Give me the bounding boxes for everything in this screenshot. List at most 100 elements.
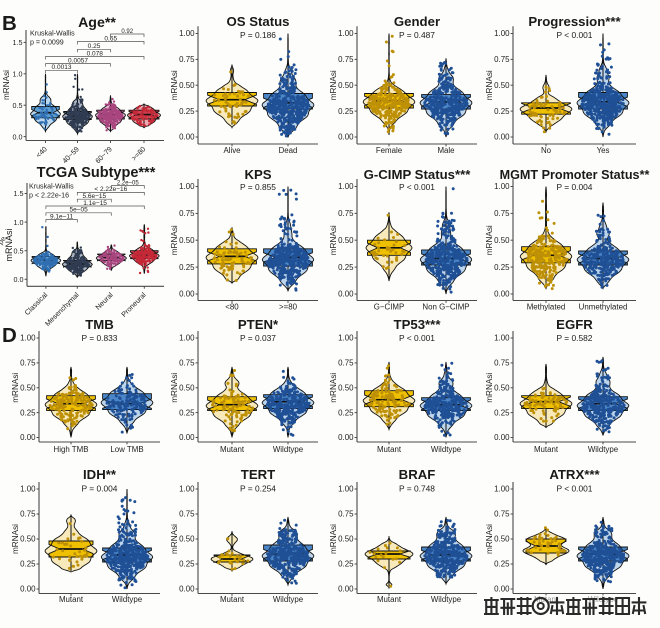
svg-text:mRNAsi: mRNAsi <box>170 70 179 100</box>
svg-text:mRNAsi: mRNAsi <box>485 225 494 255</box>
svg-text:Wildtype: Wildtype <box>431 445 462 454</box>
svg-text:5.6e−15: 5.6e−15 <box>82 193 106 200</box>
svg-text:0.25: 0.25 <box>179 107 195 116</box>
svg-text:1.00: 1.00 <box>338 485 354 494</box>
svg-text:mRNAsi: mRNAsi <box>485 524 494 554</box>
svg-text:Wildtype: Wildtype <box>431 595 462 604</box>
svg-text:0.00: 0.00 <box>494 133 510 142</box>
svg-text:0.75: 0.75 <box>338 55 354 64</box>
svg-text:Wildtype: Wildtype <box>273 445 304 454</box>
svg-text:0.50: 0.50 <box>494 81 510 90</box>
svg-text:Alive: Alive <box>223 146 241 155</box>
svg-text:< 2.22e−16: < 2.22e−16 <box>94 186 127 193</box>
svg-text:Low TMB: Low TMB <box>110 445 143 454</box>
svg-text:0.50: 0.50 <box>338 81 354 90</box>
svg-text:Mutant: Mutant <box>220 445 245 454</box>
svg-text:0.5: 0.5 <box>13 101 23 110</box>
svg-text:pe: pe <box>0 234 8 246</box>
svg-text:P = 0.487: P = 0.487 <box>399 30 435 40</box>
svg-text:Wildtype: Wildtype <box>273 595 304 604</box>
svg-text:mRNAsi: mRNAsi <box>329 225 338 255</box>
svg-text:P < 0.001: P < 0.001 <box>557 484 593 494</box>
svg-text:0.0: 0.0 <box>14 275 24 284</box>
svg-text:P = 0.037: P = 0.037 <box>240 333 276 343</box>
svg-text:P = 0.254: P = 0.254 <box>240 484 276 494</box>
svg-text:mRNAsi: mRNAsi <box>329 524 338 554</box>
svg-text:Kruskal-Wallis: Kruskal-Wallis <box>29 183 74 191</box>
svg-text:Age**: Age** <box>78 15 116 31</box>
svg-text:High TMB: High TMB <box>54 445 89 454</box>
svg-text:0.75: 0.75 <box>179 510 195 519</box>
svg-text:0.00: 0.00 <box>179 290 195 299</box>
svg-text:P < 0.001: P < 0.001 <box>399 333 435 343</box>
svg-text:D: D <box>2 324 17 347</box>
svg-text:P < 0.001: P < 0.001 <box>399 182 435 192</box>
svg-text:mRNAsi: mRNAsi <box>170 373 179 403</box>
svg-text:<80: <80 <box>225 303 239 312</box>
svg-text:TERT: TERT <box>241 467 275 482</box>
svg-text:0.50: 0.50 <box>20 383 36 392</box>
svg-text:1.5: 1.5 <box>14 189 24 198</box>
svg-text:Gender: Gender <box>394 14 440 29</box>
svg-text:G−CIMP: G−CIMP <box>374 303 404 312</box>
svg-text:1.00: 1.00 <box>179 485 195 494</box>
svg-text:Male: Male <box>437 146 455 155</box>
svg-text:0.50: 0.50 <box>494 383 510 392</box>
svg-text:0.65: 0.65 <box>104 35 117 42</box>
svg-text:0.75: 0.75 <box>179 359 195 368</box>
svg-text:0.50: 0.50 <box>494 236 510 245</box>
svg-text:0.75: 0.75 <box>179 209 195 218</box>
svg-text:1.00: 1.00 <box>20 485 36 494</box>
svg-text:0.75: 0.75 <box>494 510 510 519</box>
svg-text:0.50: 0.50 <box>179 236 195 245</box>
svg-text:ATRX***: ATRX*** <box>549 467 600 482</box>
svg-text:1.00: 1.00 <box>179 29 195 38</box>
svg-text:0.75: 0.75 <box>20 359 36 368</box>
svg-text:1.00: 1.00 <box>494 182 510 191</box>
svg-text:1.0: 1.0 <box>13 70 23 79</box>
svg-text:0.25: 0.25 <box>338 408 354 417</box>
svg-text:5e−05: 5e−05 <box>69 207 88 214</box>
svg-text:0.00: 0.00 <box>179 133 195 142</box>
svg-text:1.00: 1.00 <box>494 485 510 494</box>
svg-text:0.00: 0.00 <box>20 433 36 442</box>
svg-text:0.75: 0.75 <box>494 359 510 368</box>
svg-text:mRNAsi: mRNAsi <box>11 373 20 403</box>
svg-text:0.0057: 0.0057 <box>68 57 88 64</box>
svg-text:0.25: 0.25 <box>494 107 510 116</box>
svg-text:1.00: 1.00 <box>179 182 195 191</box>
svg-text:0.00: 0.00 <box>338 290 354 299</box>
svg-text:mRNAsi: mRNAsi <box>485 373 494 403</box>
svg-text:0.078: 0.078 <box>87 50 104 57</box>
svg-text:Dead: Dead <box>279 146 298 155</box>
svg-text:Wildtype: Wildtype <box>588 445 619 454</box>
svg-text:P = 0.855: P = 0.855 <box>240 182 276 192</box>
svg-text:1.00: 1.00 <box>338 29 354 38</box>
svg-text:9.1e−11: 9.1e−11 <box>50 213 74 220</box>
svg-text:TMB: TMB <box>85 317 114 332</box>
svg-text:Wildtype: Wildtype <box>112 595 143 604</box>
svg-text:0.25: 0.25 <box>179 408 195 417</box>
svg-text:G-CIMP Status***: G-CIMP Status*** <box>364 167 472 182</box>
svg-text:Kruskal-Wallis: Kruskal-Wallis <box>30 30 75 38</box>
svg-text:PTEN*: PTEN* <box>238 317 279 332</box>
svg-text:1.00: 1.00 <box>338 182 354 191</box>
svg-text:TP53***: TP53*** <box>394 317 442 332</box>
svg-text:0.0: 0.0 <box>13 132 23 141</box>
svg-text:0.50: 0.50 <box>338 535 354 544</box>
svg-text:0.00: 0.00 <box>338 133 354 142</box>
svg-text:mRNAsi: mRNAsi <box>4 229 14 262</box>
svg-text:Mutant: Mutant <box>377 595 402 604</box>
svg-text:mRNAsi: mRNAsi <box>329 373 338 403</box>
svg-text:1.00: 1.00 <box>20 334 36 343</box>
svg-text:Mutant: Mutant <box>377 445 402 454</box>
svg-text:1.5: 1.5 <box>13 38 23 47</box>
svg-text:0.00: 0.00 <box>179 433 195 442</box>
svg-text:Unmethylated: Unmethylated <box>579 303 628 312</box>
svg-text:0.00: 0.00 <box>494 290 510 299</box>
svg-text:0.75: 0.75 <box>179 55 195 64</box>
svg-text:P = 0.748: P = 0.748 <box>399 484 435 494</box>
svg-text:0.50: 0.50 <box>20 535 36 544</box>
svg-text:0.50: 0.50 <box>179 81 195 90</box>
svg-text:0.25: 0.25 <box>494 408 510 417</box>
